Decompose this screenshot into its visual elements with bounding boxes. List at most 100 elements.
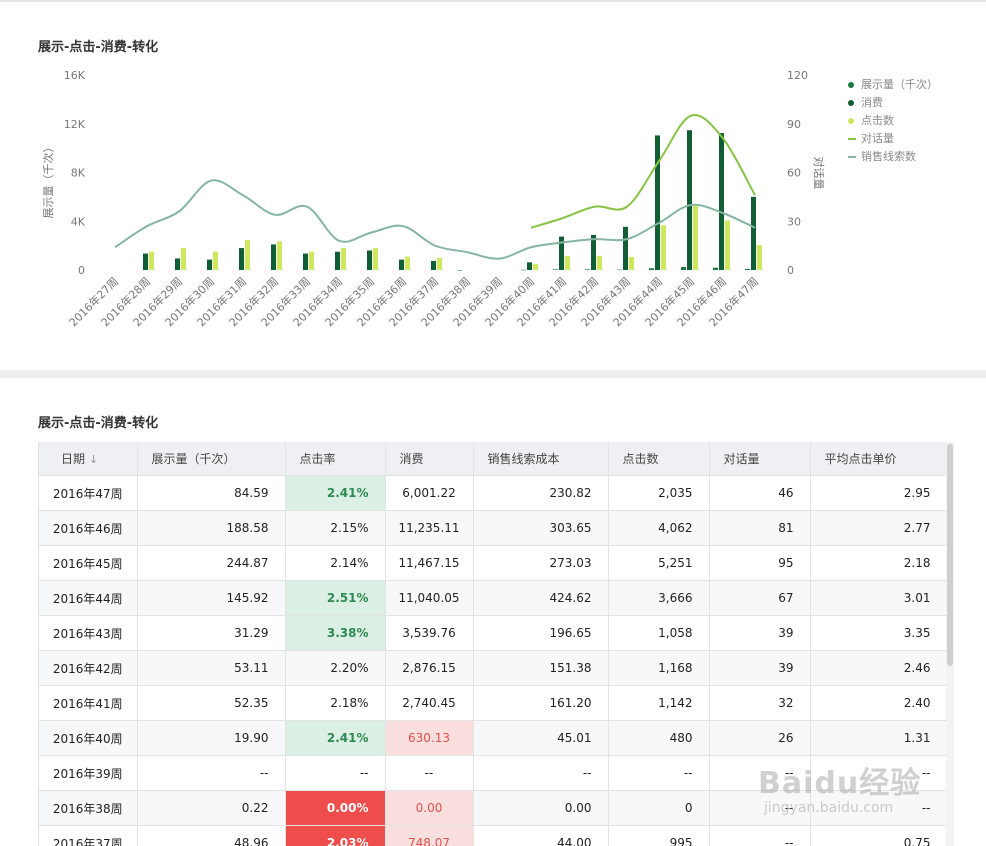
table-row[interactable]: 2016年44周 145.92 2.51% 11,040.05 424.62 3,666 6… bbox=[39, 580, 947, 616]
legend-item-leads[interactable]: 销售线索数 bbox=[848, 148, 938, 166]
cell-clicks: 0 bbox=[608, 790, 710, 826]
table-row[interactable]: 2016年38周 0.22 0.00% 0.00 0.00 0 -- -- bbox=[39, 790, 947, 826]
cell-ctr: 0.00% bbox=[285, 790, 386, 826]
cell-date: 2016年37周 bbox=[39, 825, 138, 846]
cell-impressions: 31.29 bbox=[137, 615, 286, 651]
scrollbar-thumb[interactable] bbox=[947, 444, 953, 666]
column-header-conversations[interactable]: 对话量 bbox=[709, 442, 811, 476]
cell-impressions: -- bbox=[137, 755, 286, 791]
legend-label: 展示量（千次） bbox=[861, 78, 938, 91]
top-border bbox=[0, 0, 986, 2]
bar-spend bbox=[239, 248, 244, 270]
bar-impressions bbox=[585, 269, 590, 270]
legend-label: 消费 bbox=[861, 96, 883, 109]
column-header-lead-cost[interactable]: 销售线索成本 bbox=[473, 442, 609, 476]
cell-clicks: 5,251 bbox=[608, 545, 710, 581]
cell-clicks: 1,142 bbox=[608, 685, 710, 721]
cell-avg-cpc: 3.35 bbox=[810, 615, 947, 651]
bar-spend bbox=[303, 253, 308, 270]
column-header-ctr[interactable]: 点击率 bbox=[285, 442, 386, 476]
left-tick-label: 4K bbox=[71, 215, 86, 228]
cell-lead-cost: 151.38 bbox=[473, 650, 609, 686]
cell-lead-cost: 161.20 bbox=[473, 685, 609, 721]
bar-clicks bbox=[245, 240, 250, 270]
table-row[interactable]: 2016年41周 52.35 2.18% 2,740.45 161.20 1,142 32 2… bbox=[39, 685, 947, 721]
table-row[interactable]: 2016年39周 -- -- -- -- -- -- -- bbox=[39, 755, 947, 791]
left-tick-label: 16K bbox=[64, 69, 86, 82]
cell-ctr: 2.41% bbox=[285, 475, 386, 511]
cell-spend: 11,467.15 bbox=[385, 545, 474, 581]
cell-avg-cpc: 2.46 bbox=[810, 650, 947, 686]
cell-spend: 0.00 bbox=[385, 790, 474, 826]
legend-label: 对话量 bbox=[861, 132, 894, 145]
cell-impressions: 188.58 bbox=[137, 510, 286, 546]
cell-lead-cost: 44.00 bbox=[473, 825, 609, 846]
bar-impressions bbox=[521, 269, 526, 271]
bar-spend bbox=[719, 133, 724, 270]
cell-date: 2016年44周 bbox=[39, 580, 138, 616]
bar-clicks bbox=[597, 255, 602, 270]
column-header-clicks[interactable]: 点击数 bbox=[608, 442, 710, 476]
bar-spend bbox=[335, 251, 340, 270]
column-header-avg-cpc[interactable]: 平均点击单价 bbox=[810, 442, 947, 476]
cell-avg-cpc: 1.31 bbox=[810, 720, 947, 756]
bar-impressions bbox=[617, 269, 622, 271]
bar-spend bbox=[623, 226, 628, 270]
table-row[interactable]: 2016年42周 53.11 2.20% 2,876.15 151.38 1,168 39 2… bbox=[39, 650, 947, 686]
cell-spend: -- bbox=[385, 755, 474, 791]
bar-spend bbox=[207, 259, 212, 270]
legend-item-spend[interactable]: 消费 bbox=[848, 94, 938, 112]
cell-impressions: 84.59 bbox=[137, 475, 286, 511]
watermark-logo: Baidu经验 bbox=[758, 766, 922, 801]
cell-lead-cost: 45.01 bbox=[473, 720, 609, 756]
bar-clicks bbox=[405, 256, 410, 270]
column-header-date[interactable]: 日期 ↓ bbox=[39, 442, 138, 476]
cell-avg-cpc: 3.01 bbox=[810, 580, 947, 616]
bar-clicks bbox=[341, 248, 346, 270]
bar-clicks bbox=[373, 248, 378, 270]
cell-clicks: 4,062 bbox=[608, 510, 710, 546]
line-leads bbox=[114, 179, 756, 260]
bar-impressions bbox=[457, 269, 462, 271]
table-row[interactable]: 2016年46周 188.58 2.15% 11,235.11 303.65 4,062 8… bbox=[39, 510, 947, 546]
table-row[interactable]: 2016年40周 19.90 2.41% 630.13 45.01 480 26 1.31 bbox=[39, 720, 947, 756]
legend-item-clicks[interactable]: 点击数 bbox=[848, 112, 938, 130]
cell-impressions: 52.35 bbox=[137, 685, 286, 721]
bar-spend bbox=[591, 234, 596, 270]
cell-ctr: 2.51% bbox=[285, 580, 386, 616]
cell-spend: 3,539.76 bbox=[385, 615, 474, 651]
bar-spend bbox=[399, 259, 404, 270]
cell-ctr: 2.14% bbox=[285, 545, 386, 581]
column-header-impressions[interactable]: 展示量（千次） bbox=[137, 442, 286, 476]
legend-dot-icon bbox=[848, 82, 854, 88]
legend-label: 点击数 bbox=[861, 114, 894, 127]
table-row[interactable]: 2016年43周 31.29 3.38% 3,539.76 196.65 1,058 39 3… bbox=[39, 615, 947, 651]
legend-item-conversations[interactable]: 对话量 bbox=[848, 130, 938, 148]
table-row[interactable]: 2016年37周 48.96 2.03% 748.07 44.00 995 -- 0.75 bbox=[39, 825, 947, 846]
right-axis-ticks: 0 30 60 90 120 bbox=[787, 69, 808, 277]
cell-impressions: 19.90 bbox=[137, 720, 286, 756]
bar-spend bbox=[751, 196, 756, 270]
right-axis-label: 对话量 bbox=[812, 157, 826, 190]
legend-dot-icon bbox=[848, 100, 854, 106]
table-row[interactable]: 2016年45周 244.87 2.14% 11,467.15 273.03 5,251 9… bbox=[39, 545, 947, 581]
bar-spend bbox=[527, 262, 532, 270]
legend-item-impressions[interactable]: 展示量（千次） bbox=[848, 76, 938, 94]
bar-spend bbox=[367, 250, 372, 270]
cell-conversations: 81 bbox=[709, 510, 811, 546]
legend-line-icon bbox=[848, 156, 856, 158]
cell-ctr: 2.20% bbox=[285, 650, 386, 686]
right-tick-label: 0 bbox=[787, 264, 794, 277]
left-axis-ticks: 0 4K 8K 12K 16K bbox=[64, 69, 86, 277]
cell-date: 2016年46周 bbox=[39, 510, 138, 546]
bar-spend bbox=[431, 260, 436, 270]
column-header-spend[interactable]: 消费 bbox=[385, 442, 474, 476]
bar-spend bbox=[175, 258, 180, 270]
table-scrollbar[interactable] bbox=[946, 442, 954, 846]
table-row[interactable]: 2016年47周 84.59 2.41% 6,001.22 230.82 2,035 46 2… bbox=[39, 475, 947, 511]
bar-spend bbox=[655, 135, 660, 270]
cell-ctr: -- bbox=[285, 755, 386, 791]
cell-lead-cost: -- bbox=[473, 755, 609, 791]
bar-clicks bbox=[725, 220, 730, 270]
arrow-down-icon[interactable]: ↓ bbox=[89, 453, 99, 466]
